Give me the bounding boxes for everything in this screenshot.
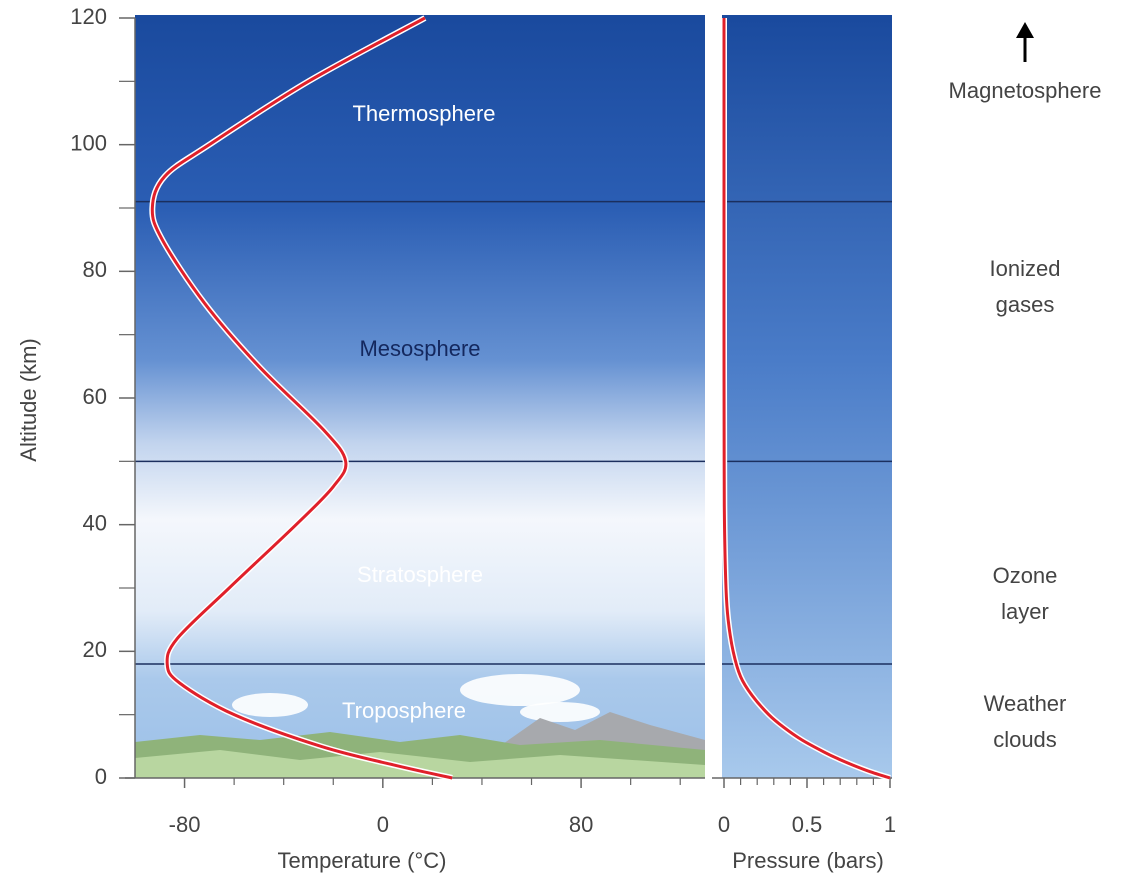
background bbox=[135, 15, 892, 778]
x-tick-label: 80 bbox=[569, 812, 593, 837]
y-tick-label: 0 bbox=[95, 764, 107, 789]
curve bbox=[722, 18, 891, 780]
y-tick-label: 40 bbox=[83, 510, 107, 535]
y-tick-label: 120 bbox=[70, 4, 107, 29]
x-tick-label: 1 bbox=[884, 812, 896, 837]
layer-label: Stratosphere bbox=[357, 562, 483, 587]
temperature-panel bbox=[135, 15, 705, 778]
x-tick-label: 0 bbox=[377, 812, 389, 837]
annotation: layer bbox=[1001, 599, 1049, 624]
layer-label: Mesosphere bbox=[359, 336, 480, 361]
x-axis-label: Pressure (bars) bbox=[732, 848, 884, 873]
y-tick-label: 80 bbox=[83, 257, 107, 282]
annotation: Ozone bbox=[993, 563, 1058, 588]
pressure-panel bbox=[722, 15, 892, 778]
landscape bbox=[135, 674, 705, 778]
layer-label: Troposphere bbox=[342, 698, 466, 723]
x-tick-label: 0.5 bbox=[792, 812, 823, 837]
annotation: Weather bbox=[984, 691, 1067, 716]
x-tick-label: -80 bbox=[169, 812, 201, 837]
y-tick-label: 60 bbox=[83, 384, 107, 409]
y-tick-label: 20 bbox=[83, 637, 107, 662]
layer-label: Thermosphere bbox=[352, 101, 495, 126]
y-axis-label: Altitude (km) bbox=[16, 338, 41, 461]
annotation: clouds bbox=[993, 727, 1057, 752]
annotation: gases bbox=[996, 292, 1055, 317]
y-tick-label: 100 bbox=[70, 130, 107, 155]
x-tick-label: 0 bbox=[718, 812, 730, 837]
annotation: Magnetosphere bbox=[949, 78, 1102, 103]
annotation: Ionized bbox=[990, 256, 1061, 281]
arrow-head bbox=[1016, 22, 1034, 38]
x-axis-label: Temperature (°C) bbox=[278, 848, 447, 873]
curve bbox=[150, 16, 453, 780]
